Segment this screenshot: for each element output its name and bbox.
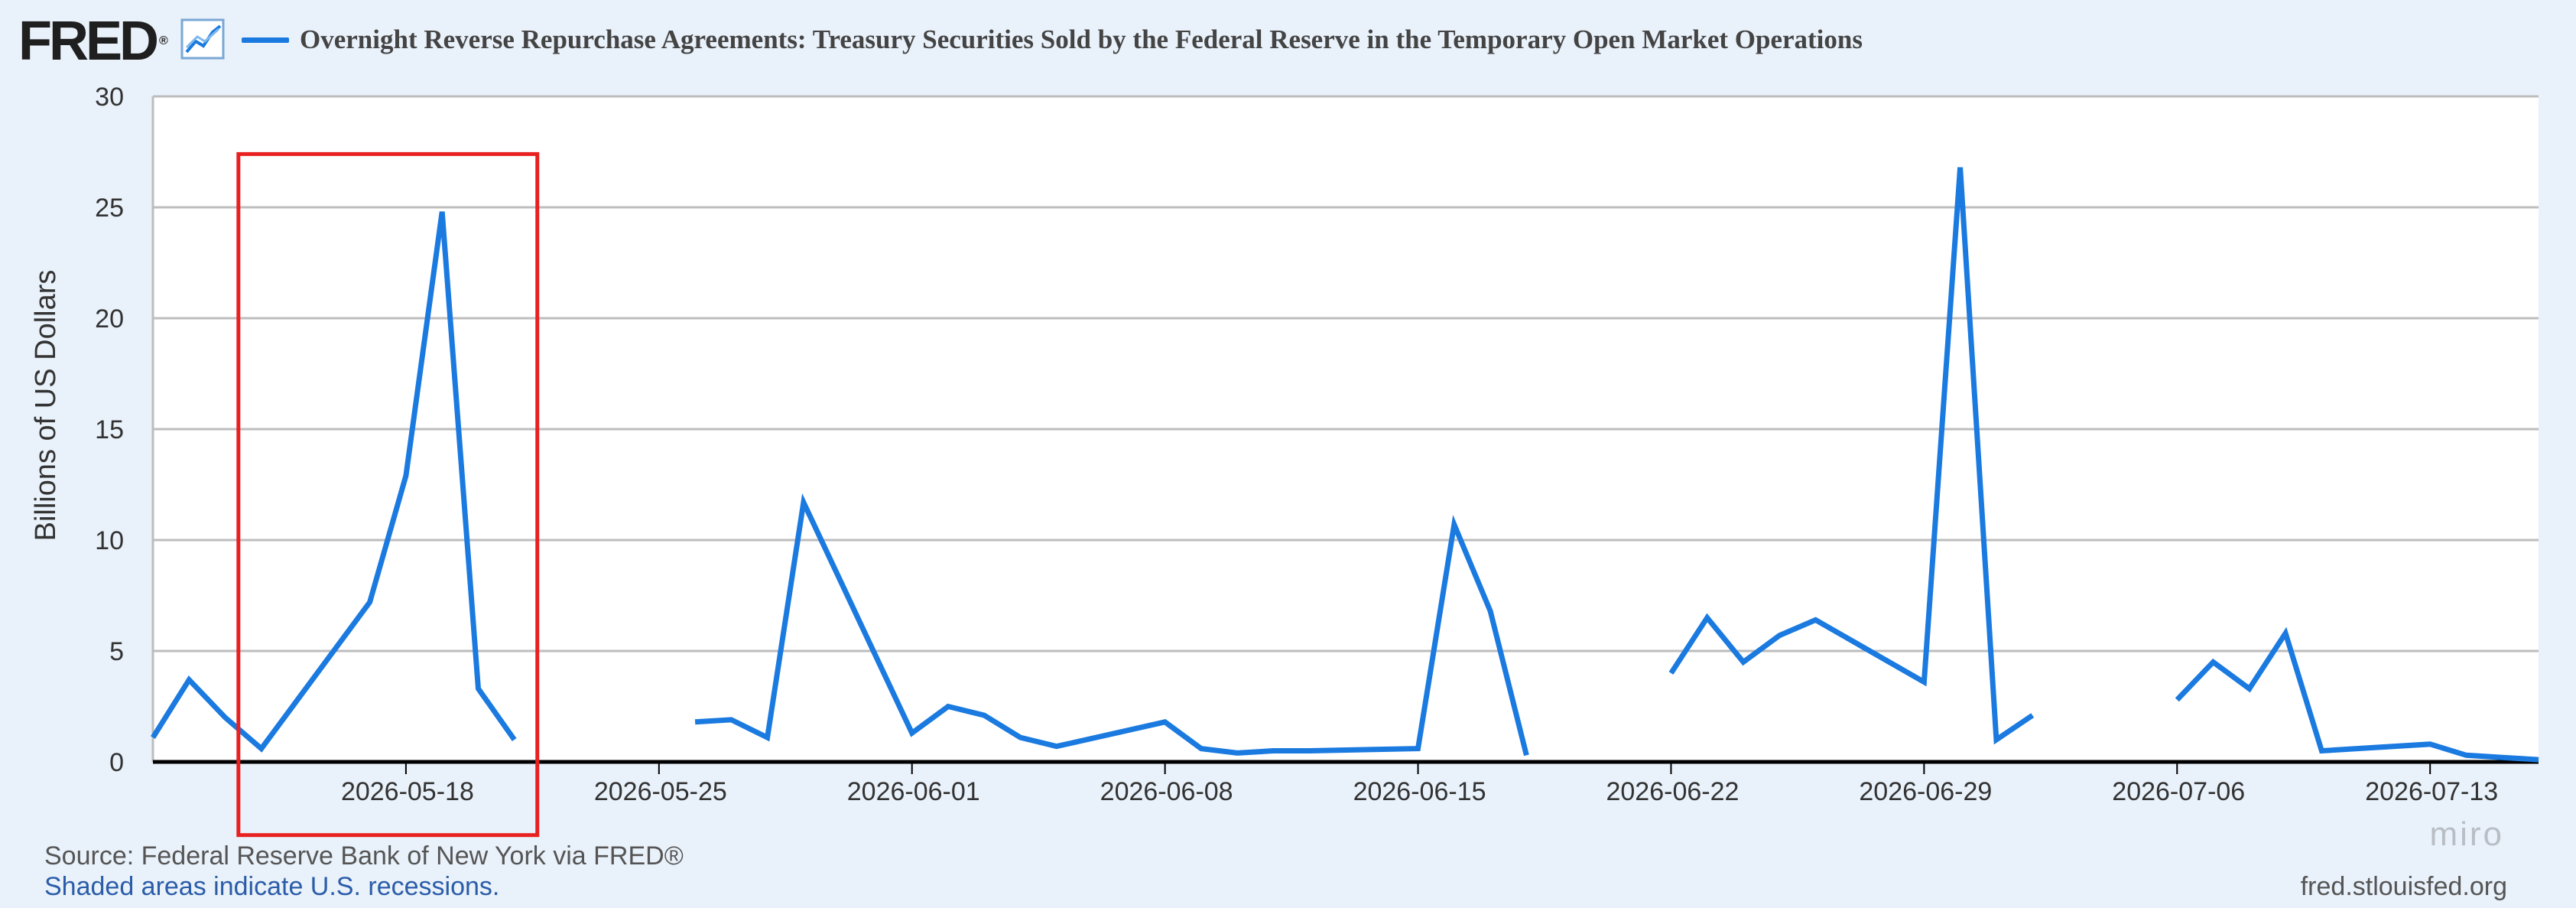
series-line <box>2175 626 2539 763</box>
y-tick-label: 0 <box>109 748 124 777</box>
y-tick-label: 10 <box>95 526 124 555</box>
series-line <box>151 211 517 753</box>
miro-watermark: miro <box>2429 815 2504 853</box>
y-tick-label: 5 <box>109 637 124 666</box>
fred-logo-mark: ® <box>159 34 168 47</box>
legend-swatch <box>242 37 289 43</box>
x-tick-label: 2026-07-06 <box>2112 777 2245 806</box>
y-axis-label: Billions of US Dollars <box>30 270 62 542</box>
y-tick-label: 30 <box>95 83 124 112</box>
x-tick-label: 2026-07-13 <box>2365 777 2498 806</box>
site-url-link[interactable]: fred.stlouisfed.org <box>2300 872 2507 901</box>
highlight-box <box>236 151 540 838</box>
x-tick-label: 2026-06-29 <box>1859 777 1992 806</box>
recession-note-link[interactable]: Shaded areas indicate U.S. recessions. <box>44 872 500 901</box>
x-tick-label: 2026-05-25 <box>594 777 727 806</box>
grid-lines <box>151 95 2539 762</box>
x-tick-label: 2026-06-15 <box>1353 777 1486 806</box>
x-axis-ticks: 2026-05-18 2026-05-25 2026-06-01 2026-06-08… <box>341 762 2498 806</box>
line-chart-icon[interactable] <box>180 18 225 60</box>
chart-header: FRED ® Overnight Reverse Repurchase Agree… <box>0 0 2576 84</box>
series-line <box>1668 167 2035 745</box>
x-tick-label: 2026-06-22 <box>1606 777 1739 806</box>
chart-title[interactable]: Overnight Reverse Repurchase Agreements:… <box>300 24 1863 54</box>
x-tick-label: 2026-06-01 <box>847 777 980 806</box>
fred-logo-text: FRED <box>18 11 159 72</box>
y-axis-ticks: 0 5 10 15 20 25 30 <box>95 83 124 777</box>
y-tick-label: 15 <box>95 415 124 444</box>
y-tick-label: 20 <box>95 304 124 334</box>
series-line <box>694 493 1529 757</box>
source-line: Source: Federal Reserve Bank of New York… <box>44 841 684 871</box>
y-tick-label: 25 <box>95 194 124 223</box>
x-tick-label: 2026-05-18 <box>341 777 474 806</box>
series-lines <box>151 167 2539 763</box>
x-tick-label: 2026-06-08 <box>1100 777 1233 806</box>
fred-logo[interactable]: FRED ® <box>18 11 168 72</box>
